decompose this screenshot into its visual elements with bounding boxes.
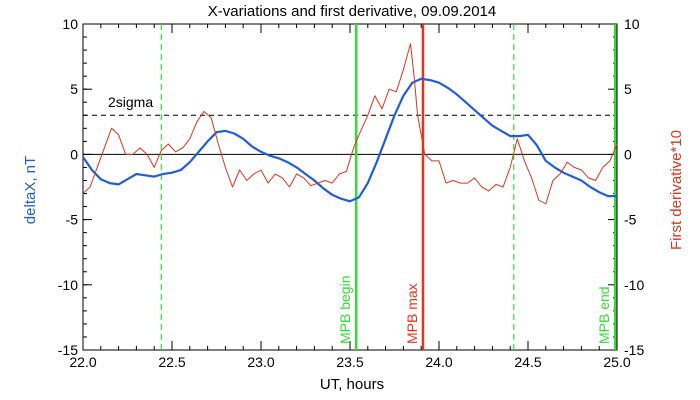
right-axis-label: First derivative*10 xyxy=(668,130,685,250)
y-tick-label-left: -10 xyxy=(58,277,78,293)
y-tick-label-right: 10 xyxy=(624,16,640,32)
series-line-deltaX xyxy=(82,77,617,203)
x-tick-label: 25.0 xyxy=(603,354,630,370)
left-axis-label: deltaX, nT xyxy=(22,156,39,224)
sigma-label: 2sigma xyxy=(108,94,153,110)
plot-area: 22.0 22.5 23.0 23.5 24.0 24.5 25.0 10 10 5 5 0 0 -5 -5… xyxy=(58,16,645,370)
chart-title: X-variations and first derivative, 09.09… xyxy=(208,3,497,20)
x-tick-label: 22.5 xyxy=(158,354,185,370)
x-tick-label: 22.0 xyxy=(69,354,96,370)
y-tick-label-right: -10 xyxy=(624,277,644,293)
y-tick-label-right: -15 xyxy=(624,342,644,358)
y-tick-label-right: 5 xyxy=(624,81,632,97)
series-line-derivative xyxy=(82,43,618,205)
y-tick-label-left: -5 xyxy=(66,212,79,228)
x-tick-label: 23.0 xyxy=(247,354,274,370)
y-tick-label-left: 5 xyxy=(70,81,78,97)
marker-label-4: MPB end xyxy=(596,286,612,344)
y-tick-label-right: 0 xyxy=(624,146,632,162)
marker-label-2: MPB max xyxy=(404,283,420,344)
x-tick-label: 24.0 xyxy=(425,354,452,370)
y-tick-label-left: 0 xyxy=(70,146,78,162)
x-tick-label: 23.5 xyxy=(336,354,363,370)
x-axis-label: UT, hours xyxy=(320,376,384,393)
y-tick-label-right: -5 xyxy=(624,212,637,228)
marker-label-1: MPB begin xyxy=(337,276,353,344)
y-tick-label-left: -15 xyxy=(58,342,78,358)
y-tick-label-left: 10 xyxy=(62,16,78,32)
x-tick-label: 24.5 xyxy=(514,354,541,370)
